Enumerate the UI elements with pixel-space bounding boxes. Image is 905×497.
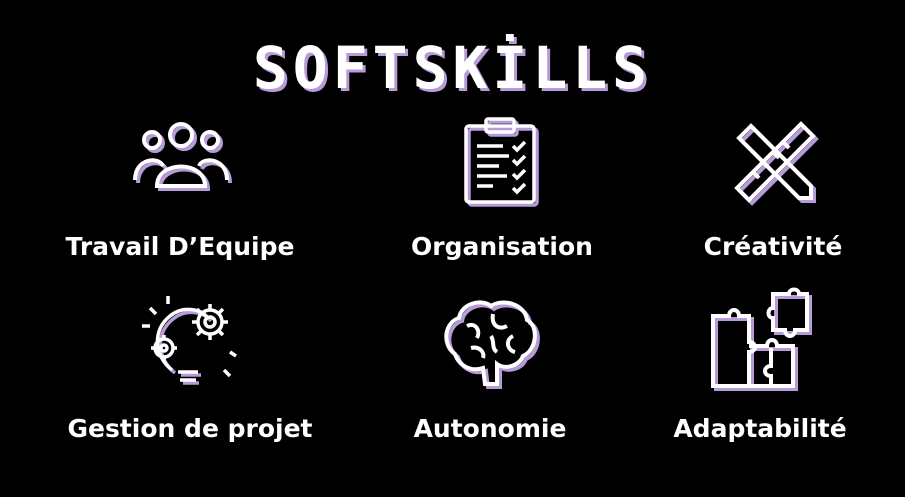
puzzle-icon xyxy=(709,287,813,394)
bulb-gears-icon xyxy=(138,290,242,390)
pencil-ruler-icon xyxy=(731,118,819,206)
skill-label-autonomy: Autonomie xyxy=(413,414,567,443)
clipboard-checklist-icon xyxy=(463,116,541,208)
team-icon xyxy=(133,118,232,194)
skill-label-project-management: Gestion de projet xyxy=(67,414,313,443)
skill-label-teamwork: Travail D’Equipe xyxy=(65,232,295,261)
skill-label-organisation: Organisation xyxy=(411,232,593,261)
skill-label-adaptability: Adaptabilité xyxy=(673,414,847,443)
page-title: SOFTSKİLLS xyxy=(252,34,653,102)
skill-label-creativity: Créativité xyxy=(703,232,843,261)
brain-icon xyxy=(441,296,541,389)
